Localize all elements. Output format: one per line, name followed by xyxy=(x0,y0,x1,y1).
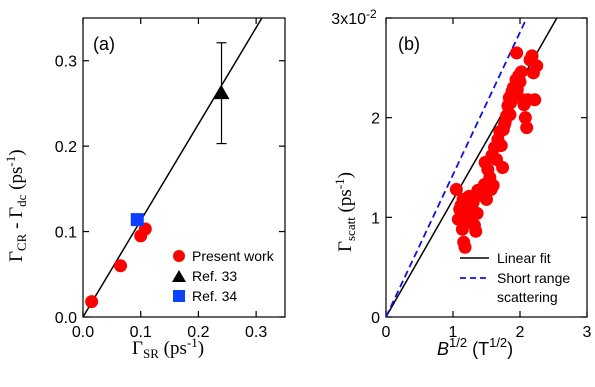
x-axis-title-a: ΓSR (ps-1) xyxy=(132,335,204,361)
data-point xyxy=(486,178,500,192)
data-point xyxy=(528,93,542,107)
data-point xyxy=(520,121,534,135)
data-point xyxy=(496,161,510,174)
data-point xyxy=(449,182,463,196)
x-axis-title-b: B1/2 (T1/2) xyxy=(437,335,513,359)
x-tick-label: 0.1 xyxy=(130,324,152,341)
data-markers-b xyxy=(449,46,544,254)
legend-label-ref-34: Ref. 34 xyxy=(192,288,237,304)
x-tick-label: 0.2 xyxy=(187,324,209,341)
plot-frame-b xyxy=(385,17,588,318)
legend-label-ref-33: Ref. 33 xyxy=(192,268,237,284)
x-tick-label: 3 xyxy=(583,324,592,341)
y-tick-label: 0.0 xyxy=(55,310,77,327)
legend-label-linear-fit: Linear fit xyxy=(497,250,551,266)
fit-line xyxy=(385,17,558,318)
fit-line xyxy=(82,17,263,318)
x-tick-label: 2 xyxy=(516,324,525,341)
y-tick-exponent: -2 xyxy=(366,7,377,21)
x-tick-label: 0.0 xyxy=(72,324,94,341)
legend-a: Present work Ref. 33 Ref. 34 xyxy=(172,248,275,304)
y-tick-label: 1 xyxy=(371,210,380,227)
axis-ticks-b: 0 1 2 3 0 1 2 3x10 -2 xyxy=(331,7,591,341)
legend-marker-present-work xyxy=(173,250,185,262)
legend-b: Linear fit Short range scattering xyxy=(460,250,570,305)
data-point xyxy=(85,295,99,309)
legend-label-scattering: scattering xyxy=(497,289,558,305)
reference-line-a xyxy=(82,17,263,318)
axis-ticks-a: 0.0 0.1 0.2 0.3 0.0 0.1 0.2 0.3 xyxy=(55,18,285,341)
data-point xyxy=(481,162,495,176)
panel-a: 0.0 0.1 0.2 0.3 0.0 0.1 0.2 0.3 (a) Present wor… xyxy=(3,17,286,361)
data-point xyxy=(470,206,484,220)
data-point xyxy=(130,213,144,227)
y-tick-label: 0 xyxy=(371,310,380,327)
y-tick-label: 0.3 xyxy=(55,54,77,71)
data-markers-a xyxy=(85,42,230,309)
plot-frame-a xyxy=(82,17,286,318)
panel-b: 0 1 2 3 0 1 2 3x10 -2 (b) Linear fit Short range… xyxy=(331,7,591,359)
x-tick-label: 1 xyxy=(449,324,458,341)
data-point xyxy=(455,222,469,236)
y-axis-title-a: ΓCR - Γdc (ps-1) xyxy=(3,149,29,262)
data-point xyxy=(114,259,128,273)
data-point xyxy=(458,240,472,254)
x-tick-label: 0.3 xyxy=(245,324,267,341)
legend-label-short-range: Short range xyxy=(497,270,570,286)
data-point xyxy=(530,59,544,73)
data-point xyxy=(510,46,524,60)
y-tick-label: 0.2 xyxy=(55,139,77,156)
legend-marker-ref-33 xyxy=(172,270,186,282)
data-point xyxy=(513,75,527,89)
legend-marker-ref-34 xyxy=(173,290,185,302)
y-tick-label: 2 xyxy=(371,111,380,128)
y-tick-label: 0.1 xyxy=(55,225,77,242)
x-tick-label: 0 xyxy=(382,324,391,341)
data-point xyxy=(494,139,508,153)
data-point xyxy=(518,111,532,125)
data-point xyxy=(213,85,230,100)
data-point xyxy=(469,224,483,238)
panel-label-a: (a) xyxy=(93,34,115,54)
data-point xyxy=(503,108,517,122)
panel-label-b: (b) xyxy=(398,34,420,54)
data-point xyxy=(498,118,512,132)
legend-label-present-work: Present work xyxy=(192,248,275,264)
fit-lines-b xyxy=(385,17,558,318)
fit-line xyxy=(385,17,528,318)
data-point xyxy=(480,192,493,206)
y-axis-title-b: Γscatt (ps-1) xyxy=(332,172,358,252)
y-tick-label: 3x10 xyxy=(331,11,366,28)
data-point xyxy=(525,49,539,63)
data-point xyxy=(514,65,528,79)
